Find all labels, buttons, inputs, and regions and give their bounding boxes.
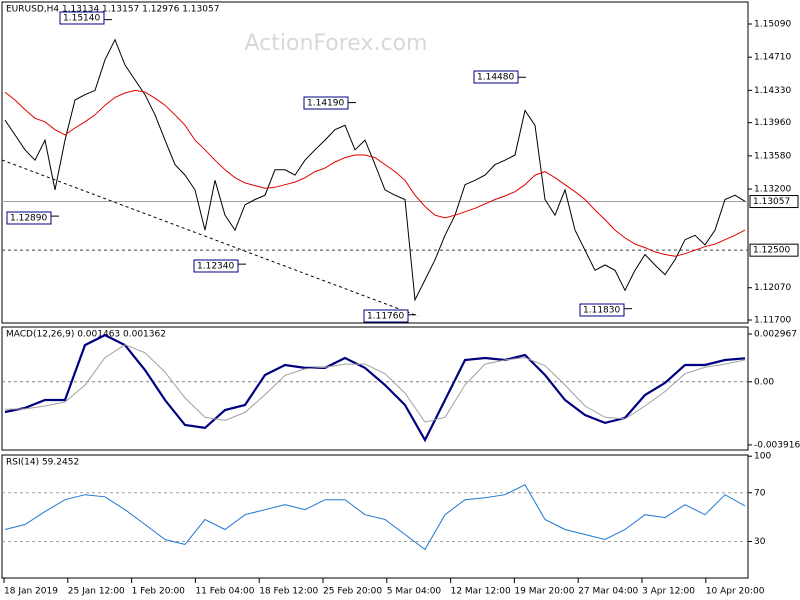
series-line	[4, 38, 746, 302]
y-tick-label: 1.14330	[754, 86, 791, 96]
y-tick-label: 1.13580	[754, 151, 791, 161]
annotation-label: 1.12340	[197, 262, 234, 272]
x-tick-label: 10 Apr 20:00	[706, 587, 765, 597]
trendline	[1, 159, 419, 317]
y-tick-label: 100	[754, 452, 771, 462]
annotation-label: 1.15140	[63, 14, 100, 24]
y-tick-label: 1.15090	[754, 20, 791, 30]
chart-title: EURUSD,H4 1.13134 1.13157 1.12976 1.1305…	[6, 5, 219, 15]
y-tick-label: 0.002967	[754, 329, 797, 339]
macd-panel	[1, 326, 749, 451]
rsi-title: RSI(14) 59.2452	[6, 458, 79, 468]
rsi-panel	[1, 454, 749, 579]
series-line	[4, 89, 746, 257]
y-tick-label: 30	[754, 537, 766, 547]
series-line	[4, 344, 746, 423]
y-tick-label: 1.14710	[754, 53, 791, 63]
x-tick-label: 1 Feb 20:00	[132, 587, 186, 597]
watermark: ActionForex.com	[245, 31, 428, 56]
x-tick-label: 11 Feb 04:00	[195, 587, 254, 597]
series-line	[4, 484, 746, 551]
y-tick-label: -0.003916	[754, 440, 800, 450]
x-tick-label: 19 Mar 20:00	[514, 587, 574, 597]
level-label-box	[749, 243, 799, 257]
annotation-box	[303, 96, 349, 110]
annotation-box	[59, 11, 105, 25]
annotation-box	[193, 259, 239, 273]
y-tick-label: 70	[754, 488, 766, 498]
level-label-box	[749, 195, 799, 209]
x-tick-label: 25 Jan 12:00	[68, 587, 125, 597]
annotation-box	[6, 211, 52, 225]
annotation-box	[473, 70, 519, 84]
y-tick-label: 1.13200	[754, 185, 791, 195]
x-tick-label: 5 Mar 04:00	[387, 587, 442, 597]
y-tick-label: 0.00	[754, 377, 774, 387]
y-tick-label: 1.13960	[754, 118, 791, 128]
annotation-label: 1.14480	[477, 73, 514, 83]
annotation-label: 1.11830	[583, 306, 620, 316]
price-panel	[1, 1, 749, 324]
x-tick-label: 3 Apr 12:00	[642, 587, 695, 597]
x-tick-label: 25 Feb 20:00	[323, 587, 382, 597]
y-tick-label: 1.11700	[754, 316, 791, 326]
annotation-box	[363, 309, 409, 323]
level-label: 1.12500	[753, 246, 790, 256]
x-tick-label: 18 Jan 2019	[4, 587, 58, 597]
x-tick-label: 27 Mar 04:00	[578, 587, 638, 597]
x-tick-label: 18 Feb 12:00	[259, 587, 318, 597]
level-label: 1.13057	[753, 197, 790, 207]
x-tick-label: 12 Mar 12:00	[451, 587, 511, 597]
y-tick-label: 1.12070	[754, 283, 791, 293]
annotation-label: 1.11760	[367, 312, 404, 322]
annotation-box	[579, 303, 625, 317]
macd-title: MACD(12,26,9) 0.001463 0.001362	[6, 330, 166, 340]
annotation-label: 1.14190	[307, 99, 344, 109]
annotation-label: 1.12890	[10, 214, 47, 224]
